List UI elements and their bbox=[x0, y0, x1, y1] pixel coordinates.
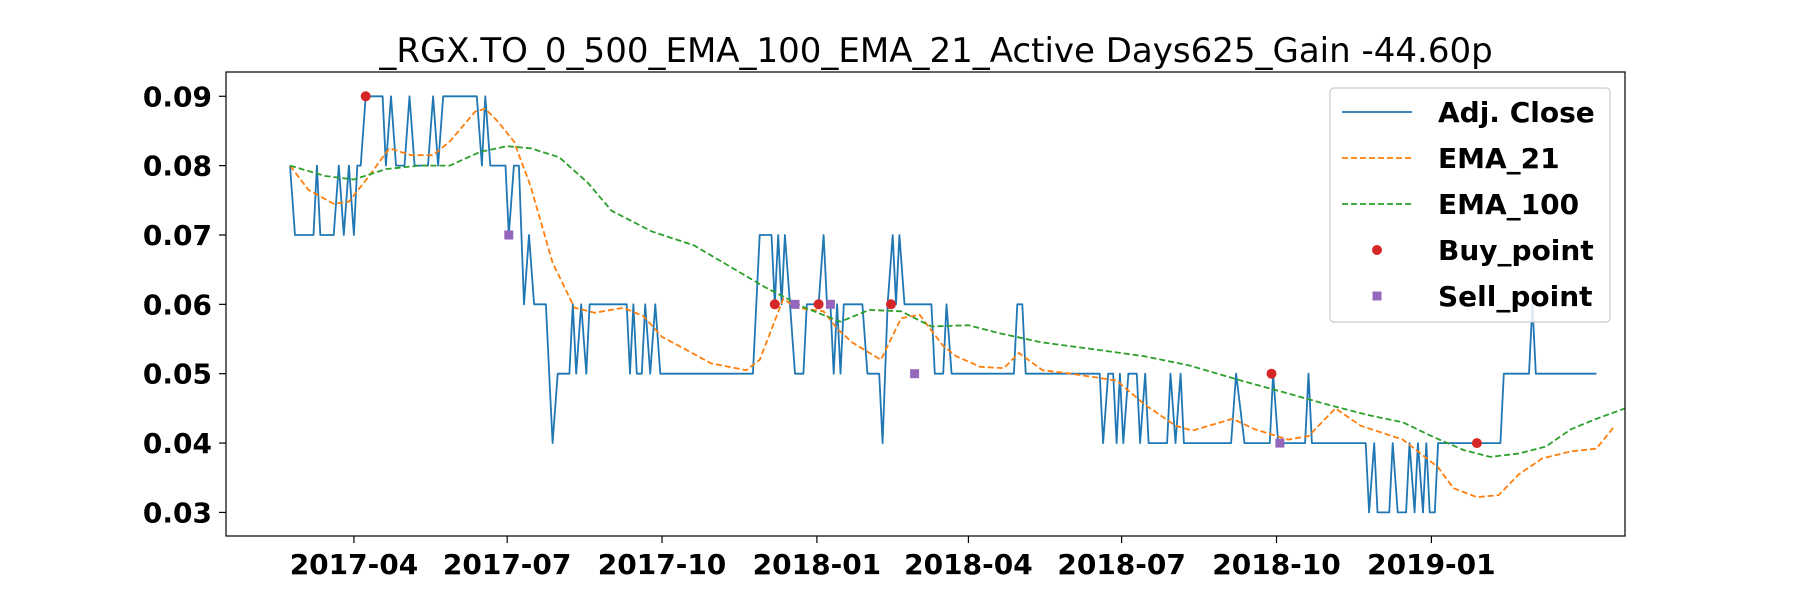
buy-point-marker bbox=[1266, 368, 1277, 379]
x-tick-label: 2017-04 bbox=[290, 548, 419, 581]
y-tick-label: 0.03 bbox=[143, 496, 212, 529]
sell-point-marker bbox=[790, 299, 800, 309]
y-tick-label: 0.07 bbox=[143, 219, 212, 252]
sell-point-marker bbox=[504, 230, 514, 240]
legend-box bbox=[1329, 87, 1611, 323]
x-axis: 2017-04 2017-07 2017-10 2018-01 2018-04 2018-… bbox=[290, 536, 1496, 581]
buy-point-marker bbox=[1471, 438, 1482, 449]
x-tick-label: 2018-07 bbox=[1057, 548, 1186, 581]
buy-point-marker bbox=[360, 91, 371, 102]
buy-point-marker bbox=[813, 299, 824, 310]
plot-area bbox=[289, 91, 1626, 514]
legend-label: EMA_21 bbox=[1438, 142, 1560, 175]
chart-title: _RGX.TO_0_500_EMA_100_EMA_21_Active Days… bbox=[378, 31, 1492, 71]
ema-21-line bbox=[289, 107, 1616, 499]
legend-label: EMA_100 bbox=[1438, 188, 1579, 221]
y-tick-label: 0.05 bbox=[143, 358, 212, 391]
legend-item-ema-100: EMA_100 bbox=[1342, 188, 1579, 221]
x-tick-label: 2018-04 bbox=[904, 548, 1033, 581]
y-tick-label: 0.09 bbox=[143, 80, 212, 113]
legend-label: Buy_point bbox=[1438, 234, 1594, 267]
buy-point-marker bbox=[769, 299, 780, 310]
legend-label: Adj. Close bbox=[1438, 96, 1595, 129]
x-tick-label: 2018-10 bbox=[1212, 548, 1341, 581]
legend: Adj. Close EMA_21 EMA_100 Buy_point Sell_poi… bbox=[1329, 87, 1611, 323]
legend-item-ema-21: EMA_21 bbox=[1342, 142, 1560, 175]
x-tick-label: 2018-01 bbox=[753, 548, 882, 581]
legend-swatch bbox=[1372, 291, 1382, 301]
y-tick-label: 0.04 bbox=[143, 427, 212, 460]
x-tick-label: 2019-01 bbox=[1367, 548, 1496, 581]
legend-label: Sell_point bbox=[1438, 280, 1593, 313]
legend-item-sell-point: Sell_point bbox=[1372, 280, 1593, 313]
x-tick-label: 2017-07 bbox=[443, 548, 572, 581]
sell-point-marker bbox=[825, 299, 835, 309]
x-tick-label: 2017-10 bbox=[598, 548, 727, 581]
adj-close-line bbox=[289, 95, 1597, 514]
sell-point-marker bbox=[910, 369, 920, 379]
y-tick-label: 0.08 bbox=[143, 150, 212, 183]
y-tick-label: 0.06 bbox=[143, 288, 212, 321]
y-axis: 0.03 0.04 0.05 0.06 0.07 0.08 0.09 bbox=[143, 80, 226, 529]
ema-100-line bbox=[289, 145, 1626, 458]
legend-item-buy-point: Buy_point bbox=[1372, 234, 1594, 267]
legend-item-adj-close: Adj. Close bbox=[1342, 96, 1595, 129]
legend-swatch bbox=[1372, 245, 1382, 255]
sell-point-marker bbox=[1275, 438, 1285, 448]
buy-point-marker bbox=[886, 299, 896, 310]
